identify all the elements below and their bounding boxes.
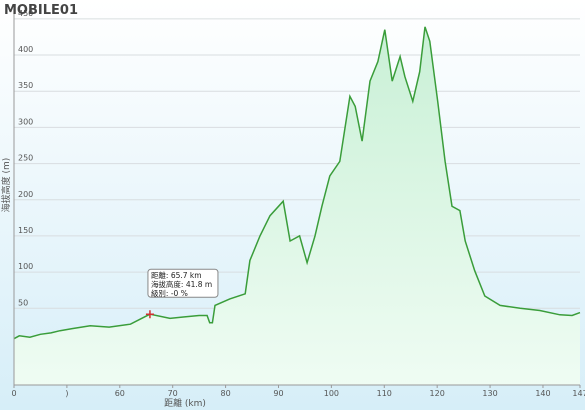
x-tick-label: 130 <box>482 389 497 398</box>
tooltip-text: 級別: -0 % <box>151 288 188 298</box>
y-tick-label: 250 <box>18 154 33 163</box>
x-tick-label: 120 <box>430 389 445 398</box>
y-tick-label: 450 <box>18 9 33 18</box>
plot: 0501001502002503003504004500)60708090100… <box>11 8 585 398</box>
y-tick-label: 200 <box>18 190 33 199</box>
y-tick-label: 150 <box>18 226 33 235</box>
area <box>14 26 580 386</box>
x-tick-label: 0 <box>11 389 16 398</box>
x-tick-label: 60 <box>115 389 125 398</box>
y-tick-label: 350 <box>18 81 33 90</box>
x-tick-label: 140 <box>535 389 550 398</box>
x-tick-label: 70 <box>168 389 178 398</box>
x-tick-label: 80 <box>220 389 230 398</box>
tooltip-text: 海拔高度: 41.8 m <box>151 279 212 289</box>
tooltip-text: 距離: 65.7 km <box>151 270 202 280</box>
tooltip-box <box>147 268 219 298</box>
x-tick-label: 110 <box>377 389 392 398</box>
y-tick-label: 50 <box>18 298 28 307</box>
x-tick-label: 100 <box>324 389 339 398</box>
y-tick-label: 100 <box>18 262 33 271</box>
y-axis-title: 海拔高度 (m) <box>0 158 12 213</box>
x-tick-label: 147 <box>572 389 585 398</box>
x-tick-label: ) <box>65 389 68 398</box>
x-tick-label: 90 <box>273 389 283 398</box>
logo: MOBILE01 <box>4 3 78 18</box>
y-tick-label: 300 <box>18 117 33 126</box>
line <box>13 26 581 340</box>
x-axis-title: 距離 (km) <box>164 397 206 409</box>
y-tick-label: 400 <box>18 45 33 54</box>
marker <box>145 310 154 319</box>
